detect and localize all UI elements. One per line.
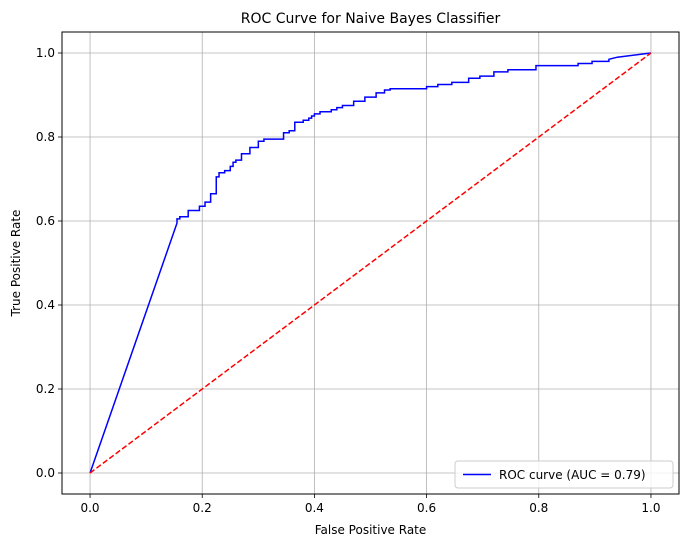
x-tick-label: 0.4	[305, 501, 324, 515]
legend-label: ROC curve (AUC = 0.79)	[499, 468, 646, 482]
random-baseline-line	[89, 52, 652, 474]
chart-title: ROC Curve for Naive Bayes Classifier	[241, 11, 501, 27]
x-tick-label: 0.6	[417, 501, 436, 515]
y-tick-label: 0.8	[36, 130, 55, 144]
roc-curve-line	[89, 52, 652, 474]
x-tick-label: 1.0	[641, 501, 660, 515]
y-axis-label: True Positive Rate	[9, 210, 23, 318]
x-tick-label: 0.8	[529, 501, 548, 515]
x-axis-ticks: 0.0 0.2 0.4 0.6 0.8 1.0	[80, 494, 661, 515]
grid-lines	[62, 32, 679, 494]
x-tick-label: 0.2	[193, 501, 212, 515]
y-axis-ticks: 0.0 0.2 0.4 0.6 0.8 1.0	[36, 46, 62, 480]
y-tick-label: 0.2	[36, 382, 55, 396]
y-tick-label: 1.0	[36, 46, 55, 60]
legend: ROC curve (AUC = 0.79)	[454, 460, 674, 489]
legend-box	[454, 460, 674, 489]
x-axis-label: False Positive Rate	[315, 523, 427, 537]
x-tick-label: 0.0	[80, 501, 99, 515]
y-tick-label: 0.0	[36, 466, 55, 480]
y-tick-label: 0.6	[36, 214, 55, 228]
series-layer	[89, 52, 652, 474]
plot-frame	[61, 31, 680, 495]
y-tick-label: 0.4	[36, 298, 55, 312]
